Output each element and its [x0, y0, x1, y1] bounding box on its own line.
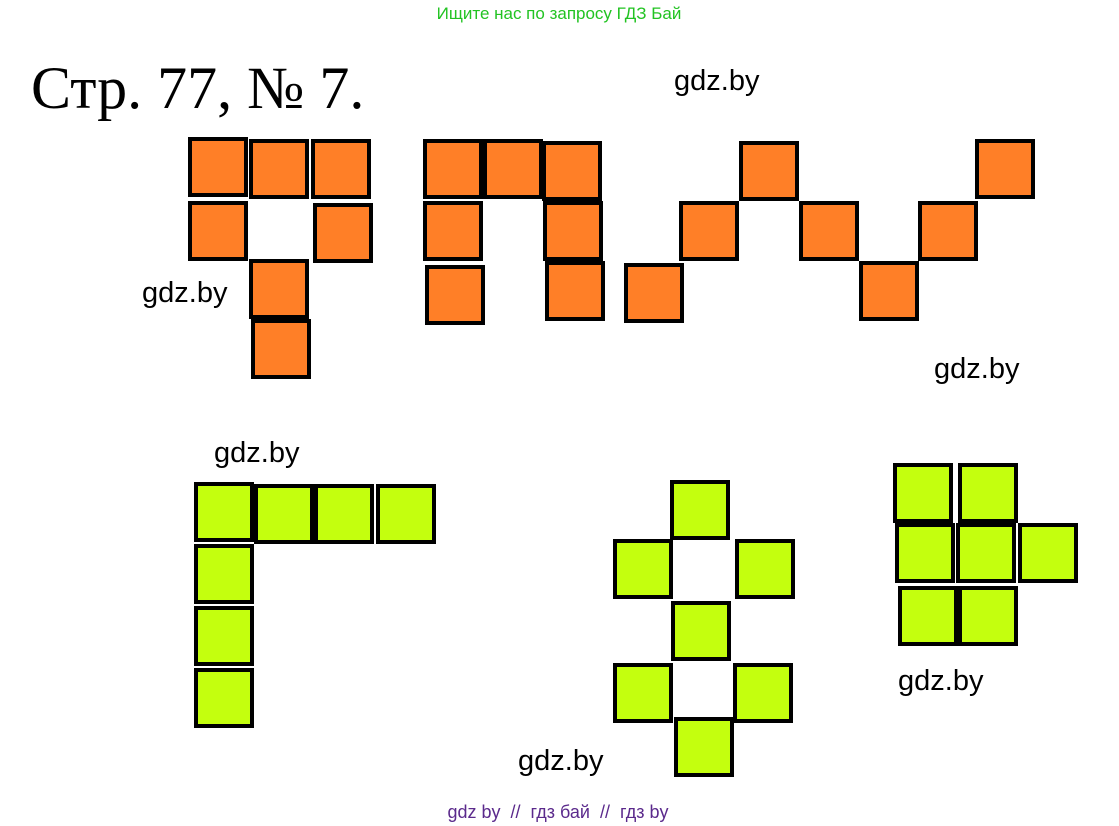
- square: [895, 523, 955, 583]
- square: [958, 463, 1018, 523]
- square: [425, 265, 485, 325]
- square: [975, 139, 1035, 199]
- square: [799, 201, 859, 261]
- square: [670, 480, 730, 540]
- square: [194, 544, 254, 604]
- square: [423, 201, 483, 261]
- square: [1018, 523, 1078, 583]
- watermark: gdz.by: [898, 665, 984, 697]
- square: [613, 663, 673, 723]
- square: [671, 601, 731, 661]
- square: [918, 201, 978, 261]
- footer-links[interactable]: gdz by // гдз бай // гдз by: [447, 802, 668, 822]
- square: [423, 139, 483, 199]
- square: [543, 201, 603, 261]
- square: [188, 137, 248, 197]
- figures: [188, 137, 1078, 777]
- square: [313, 203, 373, 263]
- square: [249, 259, 309, 319]
- square: [254, 484, 314, 544]
- square: [542, 141, 602, 201]
- square: [958, 586, 1018, 646]
- square: [613, 539, 673, 599]
- square: [624, 263, 684, 323]
- watermark: gdz.by: [934, 353, 1020, 385]
- square: [194, 606, 254, 666]
- square: [314, 484, 374, 544]
- watermark: gdz.by: [214, 437, 300, 469]
- square: [739, 141, 799, 201]
- square: [893, 463, 953, 523]
- watermark: gdz.by: [518, 745, 604, 777]
- square: [898, 586, 958, 646]
- square: [311, 139, 371, 199]
- square: [194, 482, 254, 542]
- banner: Ищите нас по запросу ГДЗ Бай: [437, 4, 682, 23]
- square: [194, 668, 254, 728]
- watermark: gdz.by: [142, 277, 228, 309]
- square: [249, 139, 309, 199]
- square: [545, 261, 605, 321]
- square: [376, 484, 436, 544]
- title: Стр. 77, № 7.: [31, 55, 364, 121]
- square: [859, 261, 919, 321]
- square: [188, 201, 248, 261]
- square: [251, 319, 311, 379]
- square: [956, 523, 1016, 583]
- square: [679, 201, 739, 261]
- square: [735, 539, 795, 599]
- watermark: gdz.by: [674, 65, 760, 97]
- square: [674, 717, 734, 777]
- square: [733, 663, 793, 723]
- square: [483, 139, 543, 199]
